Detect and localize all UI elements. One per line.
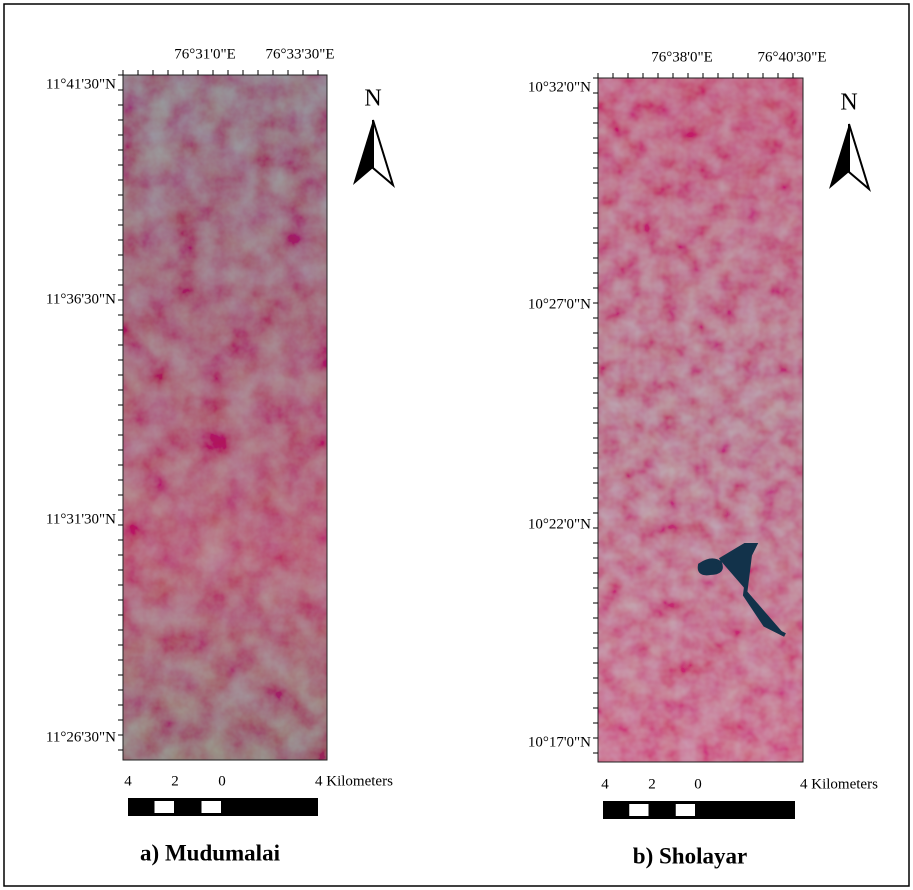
scale-label: 2 — [648, 776, 656, 792]
imagery — [123, 75, 803, 762]
scale-label: 2 — [171, 773, 179, 789]
north-arrow — [849, 124, 869, 189]
scale-bar-segment — [155, 801, 175, 813]
scale-label: 4 — [124, 773, 132, 789]
figure: 11°41'30"N 11°36'30"N 11°31'30"N 11°26'30"N… — [0, 0, 913, 890]
latitude-label: 10°27'0"N — [528, 296, 591, 312]
latitude-label: 10°32'0"N — [528, 79, 591, 95]
longitude-label: 76°31'0"E — [174, 46, 236, 62]
north-arrow — [829, 124, 849, 189]
longitude-label: 76°40'30"E — [758, 49, 827, 65]
scale-label: 4 Kilometers — [315, 773, 393, 789]
north-label: N — [840, 90, 857, 116]
latitude-label: 11°31'30"N — [46, 511, 116, 527]
scale-label: 4 Kilometers — [800, 776, 878, 792]
caption: b) Sholayar — [633, 843, 747, 868]
longitude-label: 76°33'30"E — [266, 46, 335, 62]
north-arrow — [353, 120, 373, 185]
latitude-label: 10°17'0"N — [528, 734, 591, 750]
north-label: N — [364, 86, 381, 112]
scale-label: 4 — [601, 776, 609, 792]
longitude-label: 76°38'0"E — [651, 49, 713, 65]
scale-label: 0 — [218, 773, 226, 789]
latitude-label: 10°22'0"N — [528, 516, 591, 532]
scale-bar-segment — [676, 804, 695, 816]
scale-label: 0 — [694, 776, 702, 792]
latitude-label: 11°36'30"N — [46, 291, 116, 307]
scale-bar-segment — [629, 804, 648, 816]
caption: a) Mudumalai — [140, 840, 281, 865]
scale-bar-segment — [202, 801, 222, 813]
latitude-label: 11°41'30"N — [46, 76, 116, 92]
latitude-label: 11°26'30"N — [46, 729, 116, 745]
north-arrow — [373, 120, 393, 185]
